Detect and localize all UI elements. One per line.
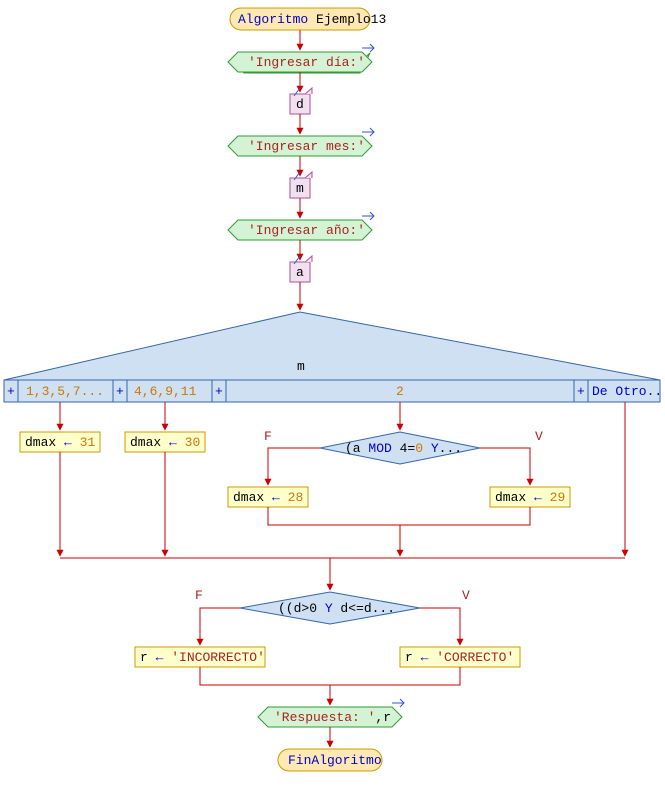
end-node: FinAlgoritmo: [278, 749, 382, 771]
start-keyword: Algoritmo: [238, 12, 308, 27]
svg-text:d: d: [296, 97, 304, 112]
svg-text:4,6,9,11: 4,6,9,11: [134, 384, 197, 399]
svg-text:De Otro...: De Otro...: [592, 384, 665, 399]
start-name: Ejemplo13: [316, 12, 386, 27]
assign-31: dmax ← 31: [20, 432, 100, 452]
svg-text:r ← 'INCORRECTO': r ← 'INCORRECTO': [140, 650, 265, 665]
input-d: d: [290, 88, 312, 114]
svg-text:dmax ← 30: dmax ← 30: [130, 435, 200, 450]
input-a: a: [290, 256, 312, 282]
svg-text:Algoritmo Ejemplo13: Algoritmo Ejemplo13: [238, 12, 386, 27]
svg-text:dmax ← 29: dmax ← 29: [495, 490, 565, 505]
link-arrow-icon: [362, 128, 374, 136]
link-arrow-icon: [392, 699, 404, 707]
svg-text:'Respuesta: ',r: 'Respuesta: ',r: [274, 710, 391, 725]
expand-icon: +: [215, 384, 223, 399]
false-label: F: [264, 429, 272, 444]
switch-cases: + 1,3,5,7... + 4,6,9,11 + 2 + De Otro...: [4, 380, 665, 402]
expand-icon: +: [577, 384, 585, 399]
svg-text:r ← 'CORRECTO': r ← 'CORRECTO': [405, 650, 514, 665]
svg-text:m: m: [297, 359, 305, 374]
link-arrow-icon: [362, 44, 374, 52]
switch-node: m: [4, 312, 660, 380]
svg-text:((d>0 Y d<=d...: ((d>0 Y d<=d...: [278, 601, 395, 616]
output-respuesta: 'Respuesta: ',r: [258, 699, 404, 727]
svg-text:'Ingresar día:': 'Ingresar día:': [248, 55, 365, 70]
assign-30: dmax ← 30: [125, 432, 205, 452]
output-ano: 'Ingresar año:': [228, 212, 374, 240]
svg-text:'Ingresar mes:': 'Ingresar mes:': [248, 139, 365, 154]
svg-text:dmax ← 31: dmax ← 31: [25, 435, 95, 450]
decision-leap: (a MOD 4=0 Y...: [320, 432, 480, 464]
svg-text:a: a: [296, 265, 304, 280]
svg-text:'Ingresar año:': 'Ingresar año:': [248, 223, 365, 238]
svg-text:2: 2: [396, 384, 404, 399]
svg-text:1,3,5,7...: 1,3,5,7...: [26, 384, 104, 399]
expand-icon: +: [7, 384, 15, 399]
assign-incorrecto: r ← 'INCORRECTO': [135, 647, 265, 667]
svg-text:m: m: [296, 181, 304, 196]
flowchart-canvas: Algoritmo Ejemplo13 'Ingresar día:' d 'I…: [0, 0, 665, 787]
true-label: V: [535, 429, 543, 444]
svg-text:(a MOD 4=0 Y...: (a MOD 4=0 Y...: [345, 441, 462, 456]
assign-correcto: r ← 'CORRECTO': [400, 647, 520, 667]
start-node: Algoritmo Ejemplo13: [230, 8, 386, 30]
input-m: m: [290, 172, 312, 198]
true-label: V: [462, 588, 470, 603]
output-mes: 'Ingresar mes:': [228, 128, 374, 156]
output-dia: 'Ingresar día:': [228, 44, 374, 73]
svg-text:FinAlgoritmo: FinAlgoritmo: [288, 753, 382, 768]
assign-29: dmax ← 29: [490, 487, 570, 507]
link-arrow-icon: [362, 212, 374, 220]
assign-28: dmax ← 28: [228, 487, 308, 507]
decision-valid: ((d>0 Y d<=d...: [240, 592, 420, 624]
svg-text:dmax ← 28: dmax ← 28: [233, 490, 303, 505]
false-label: F: [195, 588, 203, 603]
expand-icon: +: [116, 384, 124, 399]
